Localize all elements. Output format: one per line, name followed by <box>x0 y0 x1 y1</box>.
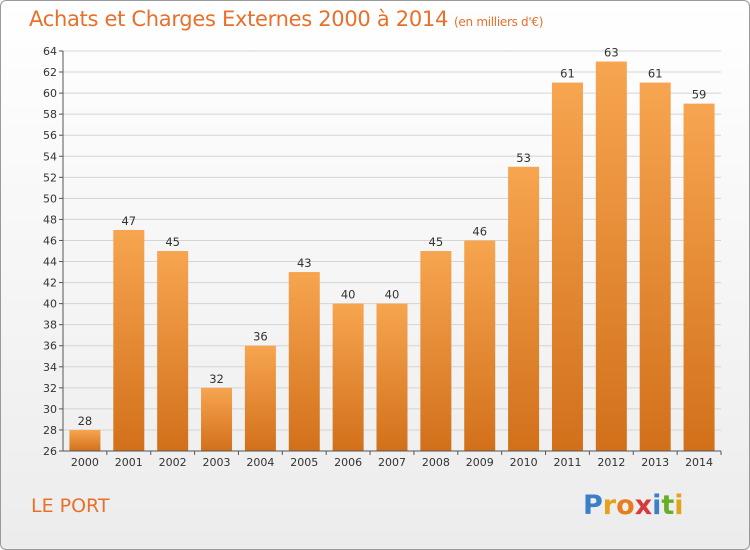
y-axis: 26 28 30 32 34 36 38 40 42 44 46 48 50 52 54 56 58 60 62 64 <box>43 45 64 458</box>
x-tick-label: 2010 <box>510 456 538 469</box>
y-tick-label: 48 <box>43 213 57 226</box>
chart-subtitle: (en milliers d'€) <box>454 15 544 29</box>
bars: 28 47 45 32 36 43 40 40 45 46 53 61 63 61 59 <box>69 46 715 452</box>
x-tick-label: 2008 <box>422 456 450 469</box>
y-tick-label: 28 <box>43 424 57 437</box>
y-tick-label: 30 <box>43 403 57 416</box>
x-tick-label: 2007 <box>378 456 406 469</box>
bar-value-label: 61 <box>648 67 663 81</box>
bar-2011 <box>551 82 583 451</box>
bar-2002 <box>157 251 189 451</box>
x-tick-label: 2002 <box>159 456 187 469</box>
logo-letter: i <box>674 490 684 521</box>
y-tick-label: 52 <box>43 171 57 184</box>
chart-title: Achats et Charges Externes 2000 à 2014 (e… <box>29 7 543 31</box>
y-tick-label: 32 <box>43 382 57 395</box>
bar-2006 <box>332 303 364 451</box>
y-tick-label: 62 <box>43 66 57 79</box>
x-tick-label: 2014 <box>685 456 713 469</box>
bar-value-label: 45 <box>165 235 180 249</box>
y-tick-label: 40 <box>43 298 57 311</box>
bar-value-label: 32 <box>209 372 224 386</box>
bar-value-label: 40 <box>385 288 400 302</box>
bar-value-label: 61 <box>560 67 575 81</box>
y-tick-label: 50 <box>43 192 57 205</box>
x-tick-label: 2012 <box>597 456 625 469</box>
bar-2000 <box>69 429 101 451</box>
y-tick-label: 60 <box>43 87 57 100</box>
bar-value-label: 40 <box>341 288 356 302</box>
city-label: LE PORT <box>31 495 110 517</box>
x-tick-label: 2006 <box>334 456 362 469</box>
bar-value-label: 28 <box>78 414 93 428</box>
bar-2008 <box>420 251 452 451</box>
bar-2004 <box>244 345 276 451</box>
y-tick-label: 42 <box>43 277 57 290</box>
bar-2003 <box>201 387 233 451</box>
bar-2012 <box>595 61 627 452</box>
y-tick-label: 38 <box>43 319 57 332</box>
logo-letter: t <box>661 490 675 521</box>
y-tick-label: 58 <box>43 108 57 121</box>
bar-2009 <box>464 240 496 451</box>
bar-value-label: 59 <box>692 88 707 102</box>
x-tick-label: 2005 <box>290 456 318 469</box>
bar-2010 <box>508 166 540 451</box>
x-axis: 2000 2001 2002 2003 2004 2005 2006 2007 2008 2009… <box>63 450 722 469</box>
bar-2014 <box>683 103 715 451</box>
y-tick-label: 26 <box>43 445 57 458</box>
x-tick-label: 2013 <box>641 456 669 469</box>
y-tick-label: 36 <box>43 340 57 353</box>
x-tick-label: 2004 <box>246 456 274 469</box>
y-tick-label: 44 <box>43 256 57 269</box>
x-tick-label: 2011 <box>553 456 581 469</box>
logo-letter: o <box>616 490 635 521</box>
x-tick-label: 2001 <box>115 456 143 469</box>
y-tick-label: 54 <box>43 150 57 163</box>
bar-value-label: 46 <box>472 224 487 238</box>
logo-letter: i <box>652 490 662 521</box>
chart-title-text: Achats et Charges Externes 2000 à 2014 <box>29 7 449 31</box>
proxiti-logo: Proxiti <box>583 490 684 521</box>
x-tick-label: 2000 <box>71 456 99 469</box>
bar-value-label: 53 <box>516 151 531 165</box>
bar-2013 <box>639 82 671 451</box>
bar-2001 <box>113 229 145 451</box>
x-tick-label: 2003 <box>203 456 231 469</box>
y-tick-label: 46 <box>43 234 57 247</box>
y-tick-label: 34 <box>43 361 57 374</box>
logo-letter: P <box>583 490 603 521</box>
logo-letter: r <box>602 490 617 521</box>
bar-value-label: 36 <box>253 330 268 344</box>
bar-2005 <box>288 272 320 451</box>
y-tick-label: 64 <box>43 45 57 58</box>
x-tick-label: 2009 <box>466 456 494 469</box>
bar-value-label: 63 <box>604 46 619 60</box>
logo-letter: x <box>634 490 653 521</box>
bar-value-label: 47 <box>121 214 136 228</box>
bar-2007 <box>376 303 408 451</box>
bar-value-label: 45 <box>429 235 444 249</box>
y-tick-label: 56 <box>43 129 57 142</box>
bar-value-label: 43 <box>297 256 312 270</box>
